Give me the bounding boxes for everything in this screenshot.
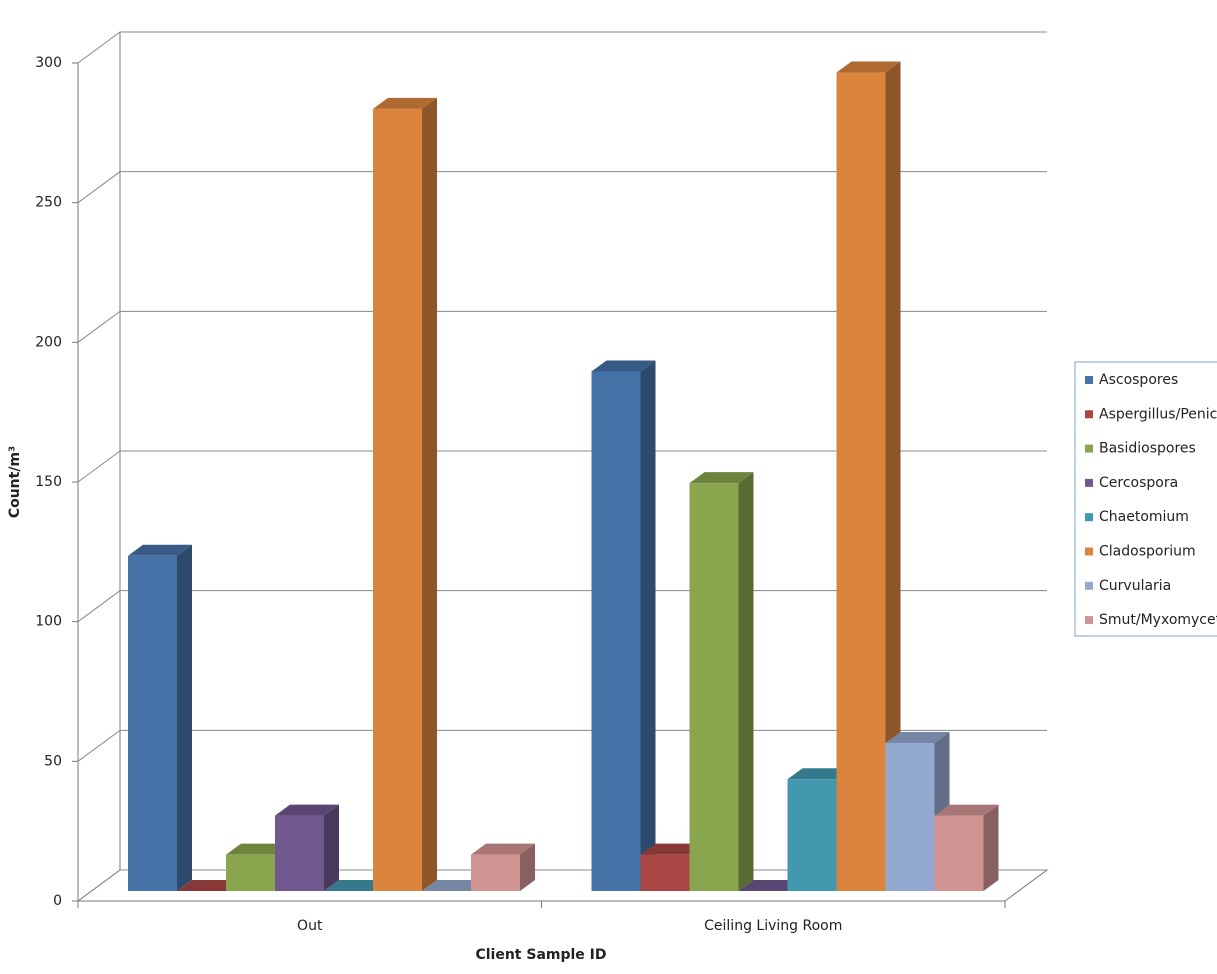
legend-swatch	[1085, 547, 1093, 556]
y-tick-label: 300	[35, 55, 62, 71]
bar-side	[983, 804, 999, 891]
bar	[128, 555, 177, 891]
legend-swatch	[1085, 581, 1093, 590]
bar	[836, 72, 886, 891]
bar	[591, 371, 641, 891]
bar-top	[275, 804, 339, 816]
y-tick-label: 250	[35, 195, 62, 211]
bar-top	[128, 544, 192, 556]
bar-top	[787, 768, 852, 780]
x-tick-label: Ceiling Living Room	[704, 918, 842, 934]
bar	[934, 815, 984, 891]
bar-top	[471, 843, 535, 855]
legend-label: Aspergillus/Penicillium	[1099, 406, 1217, 422]
bar	[787, 779, 837, 891]
legend-swatch	[1085, 616, 1093, 625]
bar-top	[738, 880, 803, 891]
y-axis-title: Count/m³	[7, 446, 23, 518]
bar	[689, 483, 739, 891]
grid-line	[77, 310, 1047, 343]
bar-top	[836, 61, 901, 73]
y-tick-label: 150	[35, 474, 62, 490]
y-tick-label: 100	[35, 614, 62, 630]
legend-label: Cercospora	[1099, 475, 1178, 491]
bar-top	[422, 880, 486, 891]
legend-label: Basidiospores	[1099, 441, 1196, 457]
legend-swatch	[1085, 376, 1093, 384]
bar-side	[520, 843, 535, 891]
legend-swatch	[1085, 444, 1093, 453]
legend-swatch	[1085, 478, 1093, 487]
legend-swatch	[1085, 513, 1093, 522]
bar-top	[226, 843, 290, 855]
legend-label: Chaetomium	[1099, 509, 1189, 525]
bar-side	[324, 804, 339, 891]
bar	[373, 108, 422, 891]
bar-top	[591, 360, 656, 372]
legend-label: Smut/Myxomycetes	[1099, 612, 1217, 628]
legend-label: Ascospores	[1099, 372, 1178, 388]
bar	[640, 854, 690, 891]
y-tick-label: 0	[53, 893, 62, 909]
bar	[275, 815, 324, 891]
x-axis-title: Client Sample ID	[475, 947, 606, 963]
legend-label: Curvularia	[1099, 578, 1171, 594]
legend-box	[1074, 361, 1217, 637]
bar-top	[885, 731, 950, 743]
bar-top	[177, 880, 241, 891]
bar-top	[934, 804, 999, 816]
x-tick-label: Out	[297, 918, 323, 934]
bar-side	[177, 544, 192, 891]
bar	[226, 854, 275, 891]
bar-top	[689, 472, 754, 484]
bar	[471, 854, 520, 891]
grid-line	[77, 31, 1047, 64]
y-tick-label: 200	[35, 334, 62, 350]
bar-top	[640, 843, 705, 855]
bar-top	[373, 97, 437, 109]
grid-line	[77, 590, 1047, 623]
legend-swatch	[1085, 410, 1093, 419]
legend-label: Cladosporium	[1099, 544, 1196, 560]
bar-side	[422, 97, 437, 891]
y-tick-label: 50	[44, 753, 62, 769]
grid-line	[77, 171, 1047, 204]
bar-side	[640, 360, 656, 891]
bar	[885, 742, 935, 891]
bar-side	[885, 61, 901, 891]
bar-side	[738, 472, 754, 891]
bar-top	[324, 880, 388, 891]
grid-line	[77, 450, 1047, 483]
